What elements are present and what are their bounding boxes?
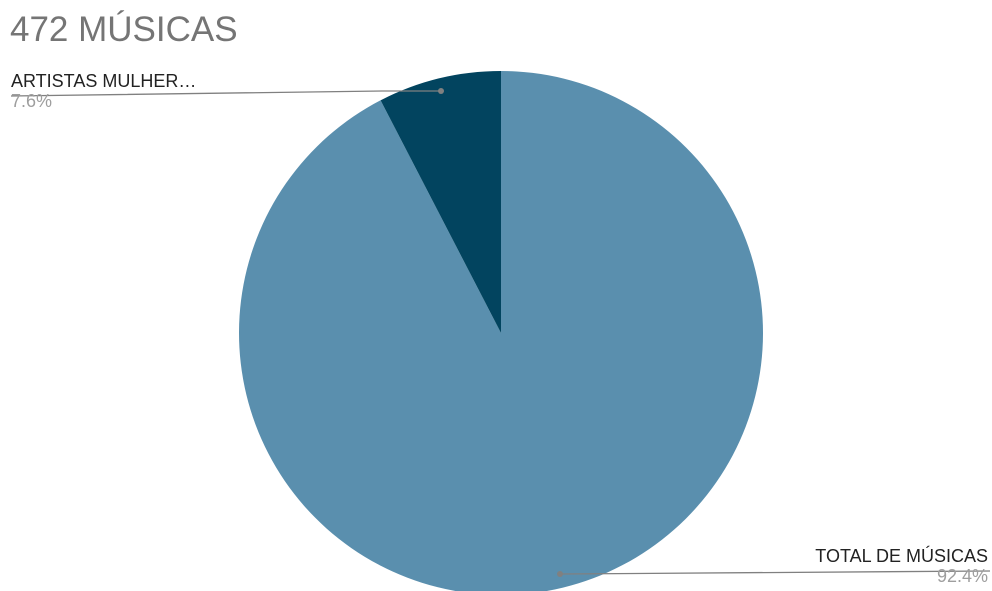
leader-dot-total-de-musicas xyxy=(557,571,563,577)
slice-percent-artistas-mulher: 7.6% xyxy=(11,91,53,111)
pie-slice-artistas-mulher xyxy=(380,71,501,333)
chart-title: 472 MÚSICAS xyxy=(10,10,238,49)
slice-label-total-de-musicas: TOTAL DE MÚSICAS xyxy=(815,546,988,566)
slice-label-artistas-mulher: ARTISTAS MULHER… xyxy=(11,71,197,91)
data-label-artistas-mulher: ARTISTAS MULHER… 7.6% xyxy=(11,71,196,111)
leader-dot-artistas-mulher xyxy=(438,88,444,94)
pie-slice-total-de-musicas xyxy=(239,71,763,591)
slice-percent-total-de-musicas: 92.4% xyxy=(936,566,988,586)
leader-line-artistas-mulher xyxy=(10,90,441,97)
data-label-total-de-musicas: TOTAL DE MÚSICAS 92.4% xyxy=(815,546,988,586)
leader-line-total-de-musicas xyxy=(559,570,991,575)
